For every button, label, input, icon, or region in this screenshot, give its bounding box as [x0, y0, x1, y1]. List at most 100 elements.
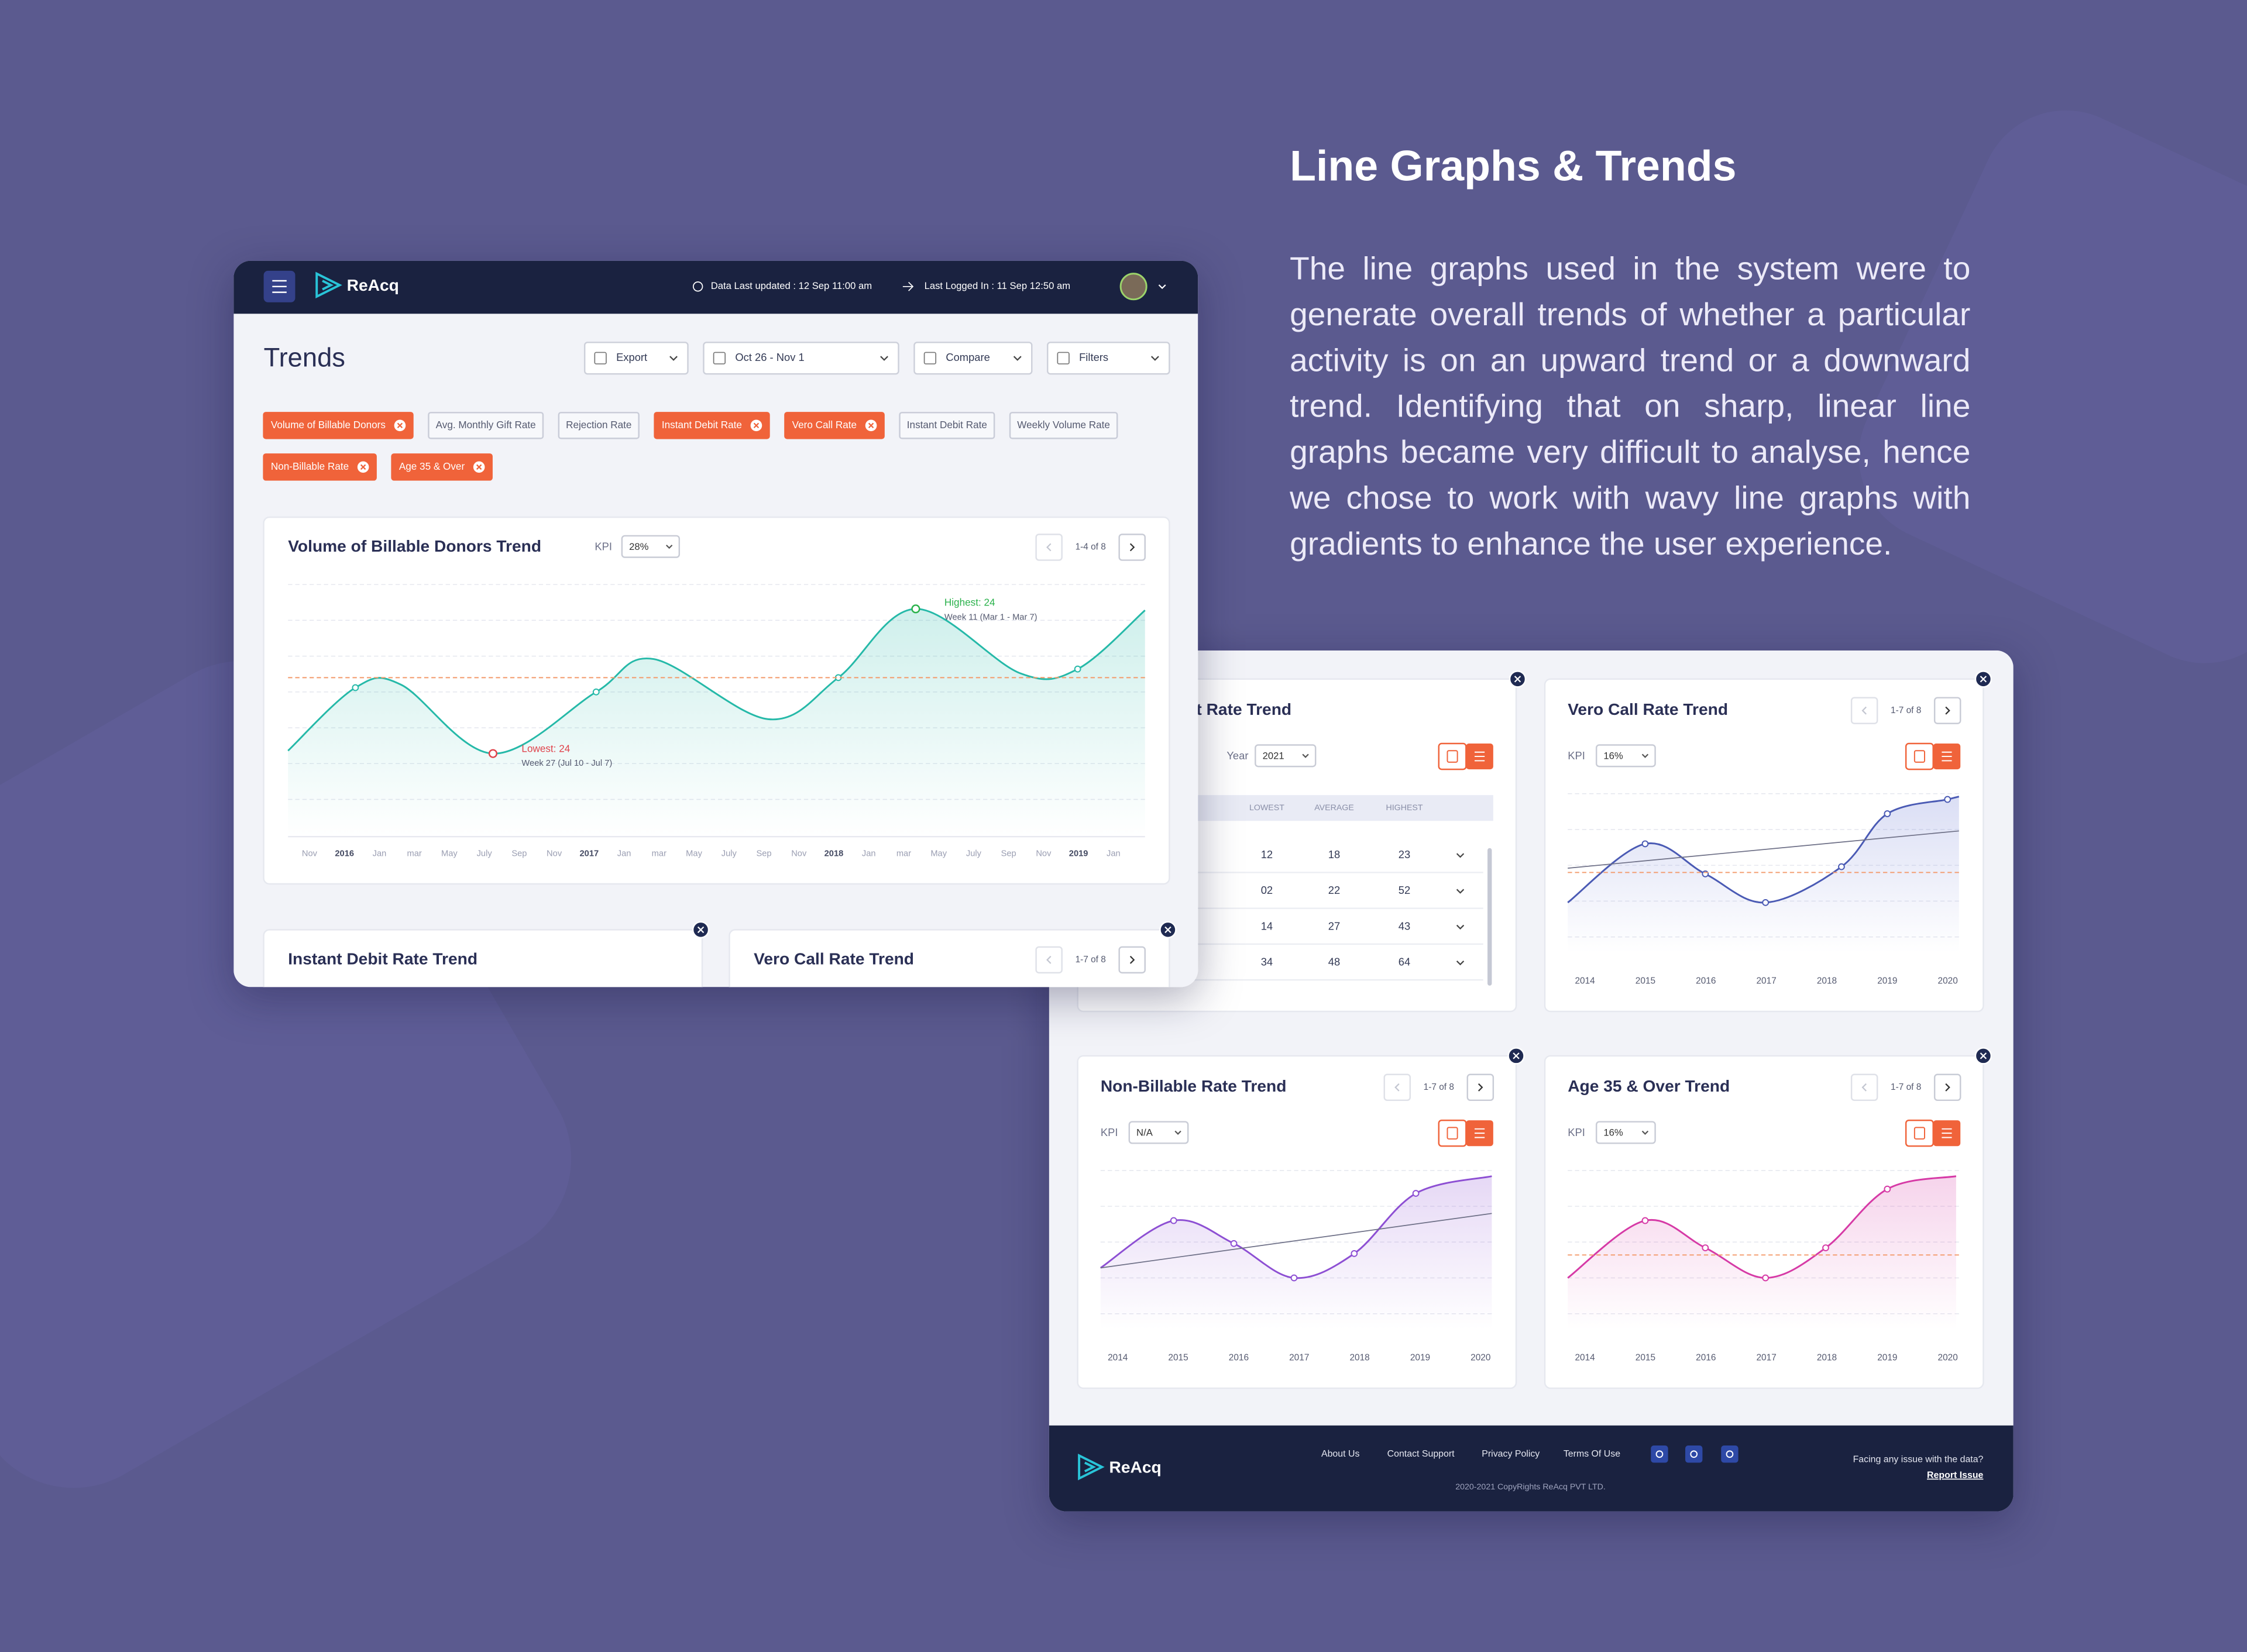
heading-title: Line Graphs & Trends [1290, 143, 1737, 191]
select-box[interactable] [1255, 744, 1317, 768]
toolbar-button[interactable] [583, 342, 689, 375]
x-tick-label: May [686, 849, 702, 858]
curve-point [1884, 1185, 1891, 1193]
trend-line [1100, 1213, 1492, 1269]
footer-link: Contact Support [1387, 1449, 1455, 1459]
select-value: 16% [1603, 750, 1623, 761]
curve-point [1290, 1274, 1298, 1282]
button-icon [594, 352, 607, 364]
pager-text: 1-7 of 8 [1891, 705, 1921, 715]
chart-view-toggle[interactable] [1905, 742, 1934, 770]
pager-prev[interactable] [1035, 534, 1063, 561]
chip-remove-icon [476, 464, 482, 470]
chevron-icon [1945, 1083, 1950, 1092]
table-cell: 12 [1261, 848, 1273, 861]
table-column: AVERAGE [1314, 803, 1354, 813]
table-cell: 23 [1399, 848, 1410, 861]
filter-chip[interactable]: Vero Call Rate [784, 412, 885, 439]
x-tick-label: mar [652, 849, 666, 858]
filter-chip[interactable]: Instant Debit Rate [899, 412, 995, 439]
x-tick-label: 2020 [1470, 1353, 1490, 1363]
filter-chip[interactable]: Rejection Rate [558, 412, 640, 439]
select-box[interactable] [1595, 744, 1656, 768]
table-cell: 14 [1261, 920, 1273, 932]
pager-next[interactable] [1118, 534, 1146, 561]
social-icon[interactable] [1721, 1445, 1738, 1463]
chip-label: Rejection Rate [566, 419, 631, 431]
select-value: 2021 [1263, 750, 1284, 761]
select-value: 28% [629, 541, 649, 552]
pager-prev[interactable] [1850, 1073, 1878, 1102]
chip-remove-icon [397, 422, 403, 429]
toolbar-label: Oct 26 - Nov 1 [735, 351, 804, 363]
x-tick-label: Nov [547, 849, 562, 858]
chart-view-toggle[interactable] [1438, 1119, 1467, 1147]
social-glyph [1690, 1450, 1698, 1458]
x-tick-label: 2019 [1069, 849, 1088, 858]
select-box[interactable] [1595, 1121, 1656, 1144]
chart-view-toggle[interactable] [1905, 1119, 1934, 1147]
chip-label: Non-Billable Rate [271, 460, 349, 472]
issue-link: Report Issue [1927, 1471, 1984, 1481]
avatar[interactable] [1119, 273, 1147, 301]
social-icon[interactable] [1685, 1445, 1703, 1463]
filter-chip[interactable]: Volume of Billable Donors [263, 412, 414, 439]
pager-next[interactable] [1466, 1073, 1494, 1102]
chevron-icon [1394, 1083, 1400, 1092]
login-icon [902, 281, 914, 291]
filter-chip[interactable]: Instant Debit Rate [654, 412, 770, 439]
pager-next[interactable] [1933, 1073, 1961, 1102]
table-cell: 64 [1399, 956, 1410, 968]
card-title: Vero Call Rate Trend [1568, 700, 1728, 718]
chip-bg [391, 453, 493, 481]
select-box[interactable] [1128, 1121, 1189, 1144]
x-tick-label: May [930, 849, 947, 858]
close-icon [1164, 926, 1171, 934]
x-tick-label: 2020 [1938, 1353, 1958, 1363]
close-icon [697, 926, 705, 934]
lowest-week: Week 27 (Jul 10 - Jul 7) [521, 759, 612, 768]
toolbar-button[interactable] [1046, 342, 1170, 375]
toolbar-button[interactable] [913, 342, 1033, 375]
x-tick-label: 2017 [1756, 1353, 1776, 1363]
pager-prev[interactable] [1850, 697, 1878, 724]
footer-link: Terms Of Use [1564, 1449, 1620, 1459]
x-tick-label: Nov [791, 849, 807, 858]
filter-chip[interactable]: Weekly Volume Rate [1009, 412, 1118, 439]
close-icon [1980, 676, 1987, 683]
data-updated: Data Last updated : 12 Sep 11:00 am [711, 280, 872, 291]
social-icon[interactable] [1651, 1445, 1668, 1463]
social-glyph [1655, 1450, 1664, 1458]
curve-point [1641, 1217, 1649, 1224]
chevron-icon [1129, 955, 1135, 964]
chart-view-toggle[interactable] [1438, 742, 1467, 770]
toolbar-button[interactable] [703, 342, 899, 375]
x-tick-label: Jan [862, 849, 876, 858]
x-tick-label: 2019 [1410, 1353, 1430, 1363]
pager-prev[interactable] [1035, 946, 1063, 974]
filter-chip[interactable]: Avg. Monthly Gift Rate [428, 412, 544, 439]
chart-icon [1913, 1127, 1925, 1140]
chevron-icon [1641, 753, 1649, 758]
select-box[interactable] [621, 535, 681, 558]
pager-next[interactable] [1118, 946, 1146, 974]
pager-next[interactable] [1933, 697, 1961, 724]
x-tick-label: 2018 [1817, 1353, 1837, 1363]
filter-chip[interactable]: Age 35 & Over [391, 453, 493, 481]
pager-text: 1-4 of 8 [1076, 542, 1106, 552]
curve-point [1762, 899, 1770, 906]
chart-icon [1447, 750, 1458, 763]
x-tick-label: 2019 [1877, 976, 1897, 986]
chevron-icon [1174, 1130, 1181, 1135]
table-cell: 48 [1328, 956, 1340, 968]
highest-point [911, 604, 920, 614]
toolbar-label: Filters [1079, 351, 1108, 363]
curve-point [1230, 1240, 1238, 1247]
curve-point [1351, 1250, 1358, 1257]
scrollbar [1487, 848, 1492, 986]
logo-mark [315, 271, 342, 299]
pager-prev[interactable] [1383, 1073, 1411, 1102]
close-icon [1513, 1052, 1520, 1059]
filter-chip[interactable]: Non-Billable Rate [263, 453, 377, 481]
table-cell: 43 [1399, 920, 1410, 932]
